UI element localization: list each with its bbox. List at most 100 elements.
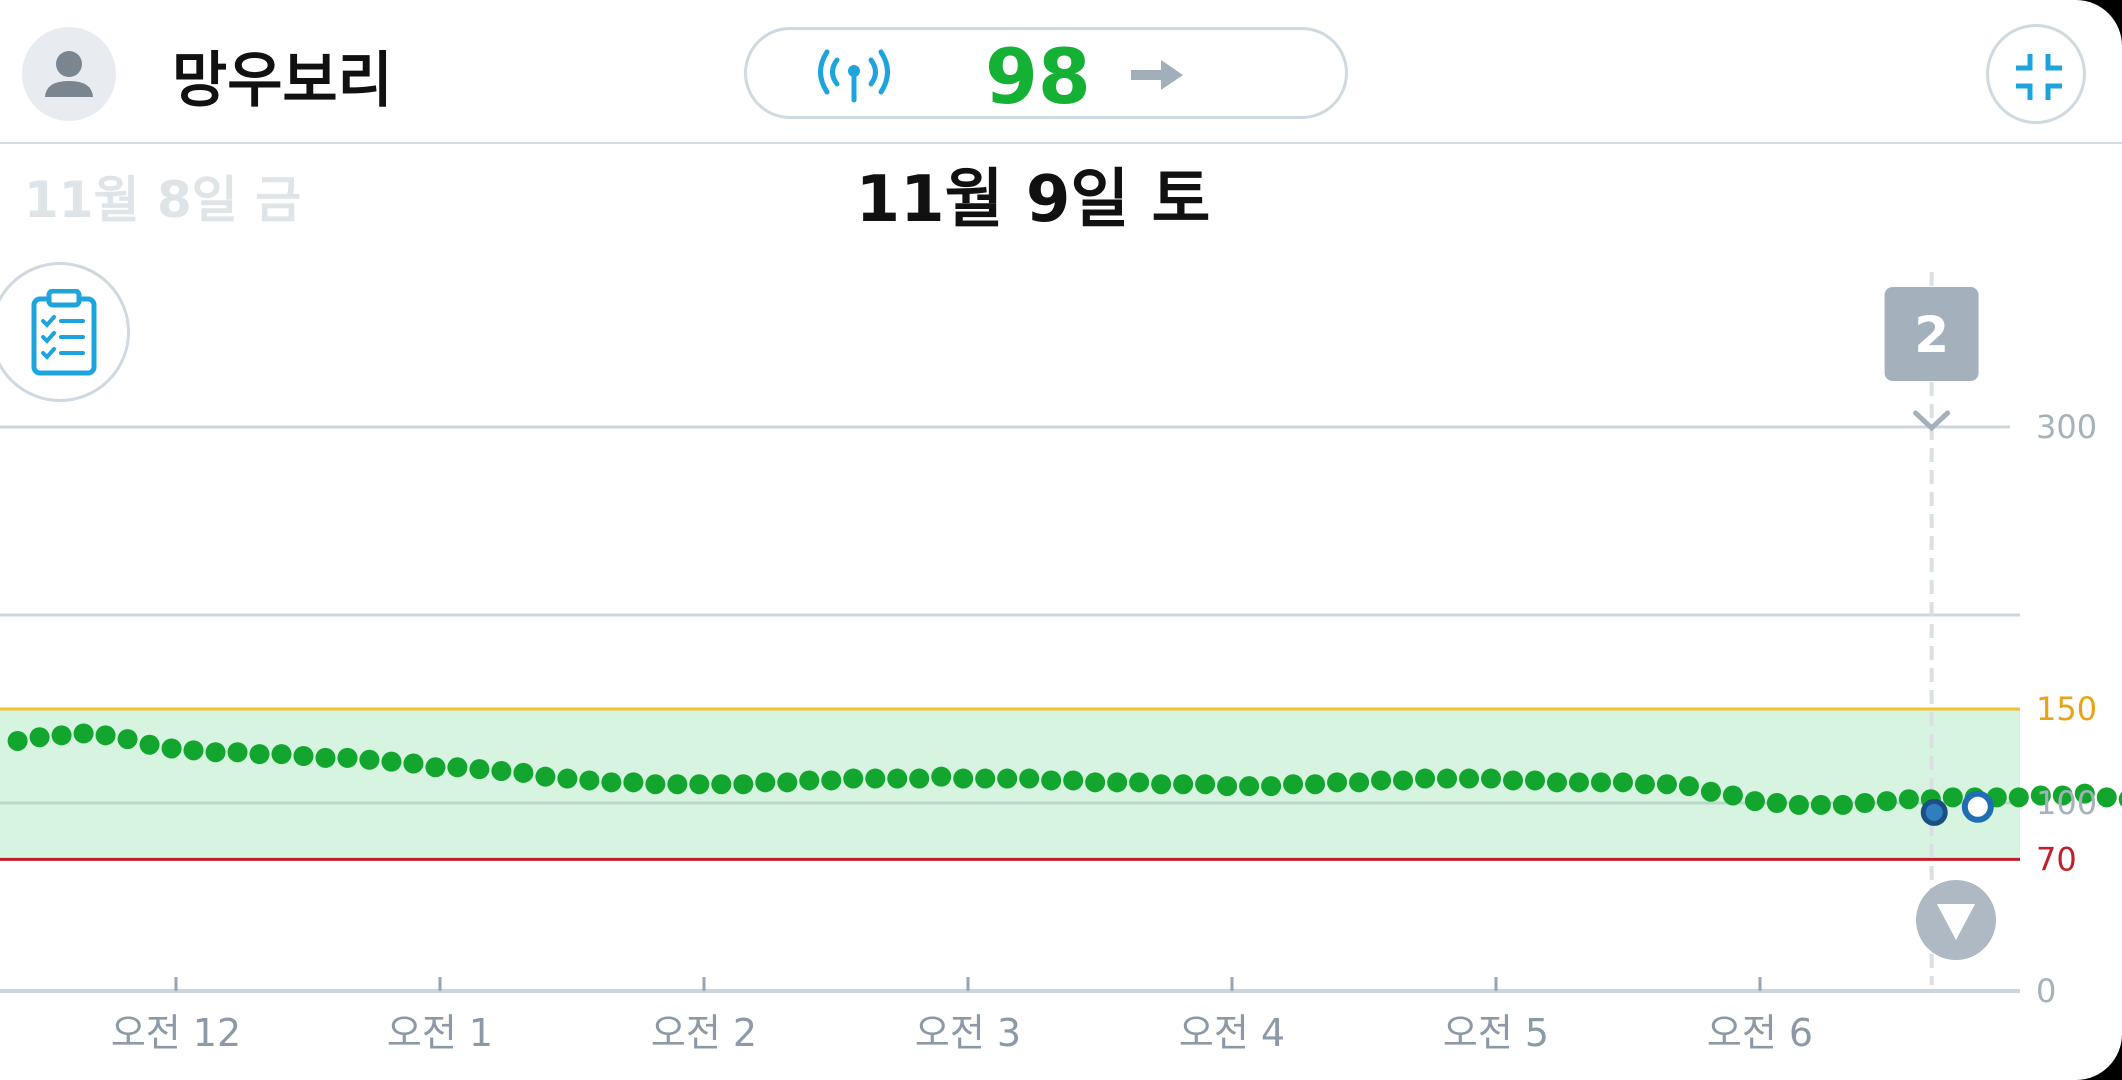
- arrow-right-icon: [1131, 60, 1183, 90]
- y-tick-label: 70: [2036, 840, 2077, 878]
- glucose-reading-point: [843, 768, 864, 789]
- event-count-badge[interactable]: [1884, 287, 1979, 381]
- glucose-reading-point: [755, 772, 776, 793]
- glucose-reading-point: [997, 768, 1018, 789]
- glucose-reading-point: [381, 751, 402, 772]
- glucose-reading-point: [579, 770, 600, 791]
- glucose-reading-point: [2052, 785, 2073, 806]
- glucose-reading-point: [227, 742, 248, 763]
- glucose-reading-point: [887, 768, 908, 789]
- glucose-reading-point: [205, 742, 226, 763]
- glucose-reading-point: [2096, 787, 2117, 808]
- glucose-reading-point: [1459, 768, 1480, 789]
- glucose-reading-point: [469, 759, 490, 780]
- glucose-reading-point: [403, 753, 424, 774]
- glucose-reading-point: [1503, 770, 1524, 791]
- y-tick-label: 0: [2036, 972, 2056, 1010]
- current-date-title: 11월 9일 토: [0, 148, 2122, 240]
- glucose-reading-point: [447, 757, 468, 778]
- x-tick-label: 오전 3: [915, 1011, 1021, 1055]
- user-name: 망우보리: [172, 46, 393, 116]
- glucose-reading-point: [7, 730, 28, 751]
- glucose-reading-point: [359, 749, 380, 770]
- glucose-reading-point: [1129, 772, 1150, 793]
- glucose-reading-point: [1041, 770, 1062, 791]
- glucose-reading-point: [777, 772, 798, 793]
- glucose-reading-point: [1481, 768, 1502, 789]
- glucose-reading-point: [689, 774, 710, 795]
- glucose-reading-point: [1283, 774, 1304, 795]
- glucose-reading-point: [1546, 772, 1567, 793]
- avatar[interactable]: [22, 27, 116, 121]
- glucose-reading-point: [425, 757, 446, 778]
- glucose-reading-point: [2074, 783, 2095, 804]
- glucose-reading-point: [1393, 770, 1414, 791]
- event-count-label: 2: [1914, 306, 1949, 364]
- collapse-icon: [2016, 54, 2062, 100]
- glucose-reading-point: [51, 725, 72, 746]
- chevron-down-icon: [1913, 410, 1951, 432]
- glucose-reading-point: [1942, 787, 1963, 808]
- glucose-reading-point: [73, 723, 94, 744]
- glucose-reading-point: [2008, 787, 2029, 808]
- glucose-reading-point: [29, 727, 50, 748]
- recent-reading-point[interactable]: [1920, 798, 1948, 826]
- x-tick-label: 오전 4: [1179, 1011, 1285, 1055]
- glucose-reading-point: [1722, 785, 1743, 806]
- previous-day-link[interactable]: 11월 8일 금: [24, 171, 302, 229]
- glucose-reading-point: [1415, 768, 1436, 789]
- glucose-reading-point: [1173, 774, 1194, 795]
- current-glucose-pill[interactable]: 98: [744, 27, 1348, 121]
- glucose-reading-point: [293, 746, 314, 766]
- glucose-reading-point: [249, 744, 270, 765]
- glucose-reading-point: [117, 729, 138, 750]
- glucose-reading-point: [1327, 772, 1348, 793]
- triangle-down-icon: [1937, 904, 1975, 940]
- glucose-reading-point: [1195, 774, 1216, 795]
- current-reading-point[interactable]: [1961, 790, 1994, 823]
- clipboard-checklist-icon: [31, 289, 97, 376]
- glucose-reading-point: [1524, 770, 1545, 791]
- glucose-reading-point: [1898, 789, 1919, 810]
- glucose-reading-point: [1019, 768, 1040, 789]
- glucose-reading-point: [1832, 794, 1853, 815]
- current-date-label: 11월 9일 토: [855, 163, 1211, 237]
- collapse-button[interactable]: [1986, 24, 2086, 124]
- glucose-reading-point: [1568, 772, 1589, 793]
- glucose-reading-point: [161, 738, 182, 759]
- glucose-reading-point: [645, 774, 666, 795]
- x-tick-label: 오전 5: [1443, 1011, 1549, 1055]
- logbook-button[interactable]: [0, 262, 130, 402]
- glucose-reading-point: [1151, 774, 1172, 795]
- glucose-reading-point: [1085, 772, 1106, 793]
- glucose-reading-point: [821, 770, 842, 791]
- glucose-reading-point: [711, 774, 732, 795]
- glucose-reading-point: [1678, 776, 1699, 797]
- glucose-reading-point: [1854, 793, 1875, 813]
- x-tick-label: 오전 12: [111, 1011, 241, 1055]
- glucose-reading-point: [183, 740, 204, 761]
- glucose-reading-point: [2118, 791, 2122, 807]
- glucose-reading-point: [1766, 793, 1787, 813]
- glucose-reading-point: [1656, 774, 1677, 795]
- y-tick-label: 300: [2036, 408, 2097, 446]
- glucose-reading-point: [1590, 772, 1611, 793]
- glucose-reading-point: [1371, 770, 1392, 791]
- glucose-reading-point: [491, 761, 512, 782]
- glucose-reading-point: [601, 772, 622, 793]
- glucose-reading-point: [799, 770, 820, 791]
- glucose-reading-point: [139, 734, 160, 755]
- y-tick-label: 150: [2036, 690, 2097, 728]
- glucose-reading-point: [975, 768, 996, 789]
- glucose-reading-point: [1305, 774, 1326, 795]
- glucose-reading-point: [733, 774, 754, 795]
- glucose-reading-point: [865, 768, 886, 789]
- x-tick-label: 오전 2: [651, 1011, 757, 1055]
- glucose-reading-point: [953, 768, 974, 789]
- glucose-reading-point: [1217, 776, 1238, 797]
- glucose-reading-point: [1788, 794, 1809, 815]
- glucose-reading-point: [1744, 791, 1765, 812]
- glucose-reading-point: [513, 762, 534, 783]
